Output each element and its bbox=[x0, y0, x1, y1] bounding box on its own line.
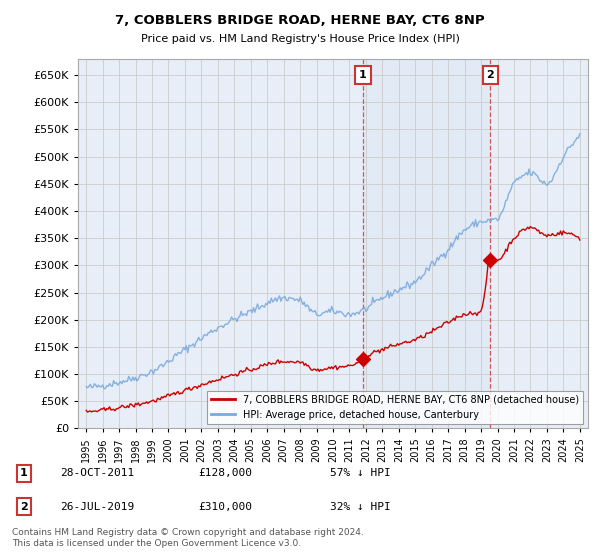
Text: 1: 1 bbox=[20, 468, 28, 478]
Legend: 7, COBBLERS BRIDGE ROAD, HERNE BAY, CT6 8NP (detached house), HPI: Average price: 7, COBBLERS BRIDGE ROAD, HERNE BAY, CT6 … bbox=[207, 391, 583, 423]
Point bbox=[485, 255, 495, 264]
Text: £310,000: £310,000 bbox=[198, 502, 252, 512]
Text: 2: 2 bbox=[20, 502, 28, 512]
Text: Contains HM Land Registry data © Crown copyright and database right 2024.
This d: Contains HM Land Registry data © Crown c… bbox=[12, 528, 364, 548]
Point bbox=[358, 354, 368, 363]
Text: 57% ↓ HPI: 57% ↓ HPI bbox=[330, 468, 391, 478]
Text: 32% ↓ HPI: 32% ↓ HPI bbox=[330, 502, 391, 512]
Text: £128,000: £128,000 bbox=[198, 468, 252, 478]
Bar bbox=[363, 59, 490, 428]
Text: 1: 1 bbox=[359, 70, 367, 80]
Text: 2: 2 bbox=[487, 70, 494, 80]
Text: Price paid vs. HM Land Registry's House Price Index (HPI): Price paid vs. HM Land Registry's House … bbox=[140, 34, 460, 44]
Text: 28-OCT-2011: 28-OCT-2011 bbox=[60, 468, 134, 478]
Text: 26-JUL-2019: 26-JUL-2019 bbox=[60, 502, 134, 512]
Text: 7, COBBLERS BRIDGE ROAD, HERNE BAY, CT6 8NP: 7, COBBLERS BRIDGE ROAD, HERNE BAY, CT6 … bbox=[115, 14, 485, 27]
